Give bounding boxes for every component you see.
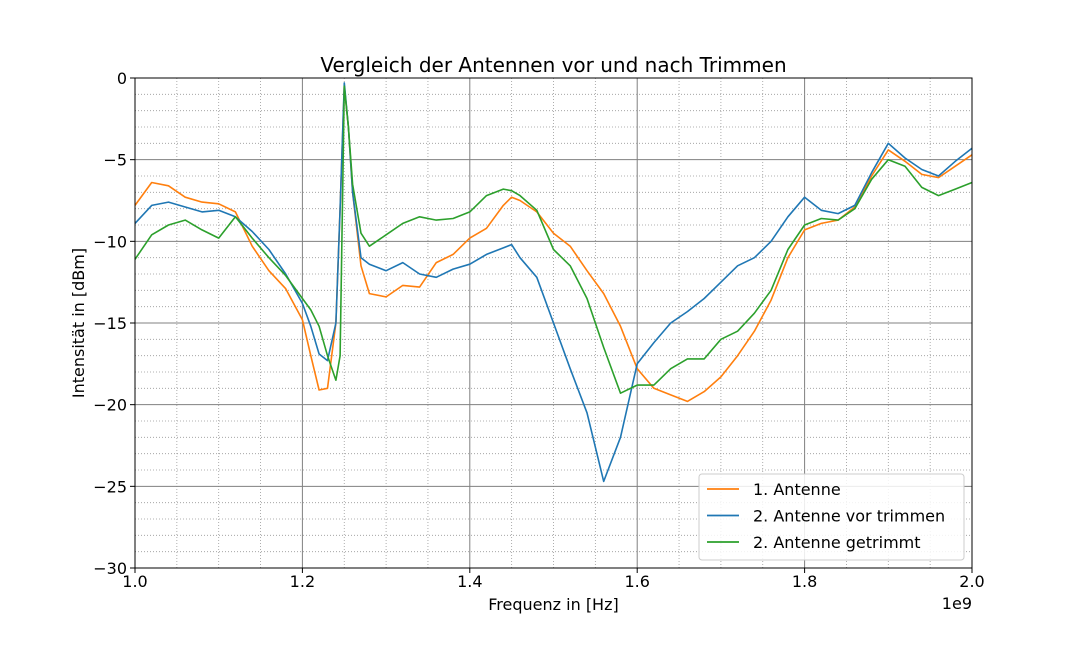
x-offset-label: 1e9 <box>942 594 972 613</box>
y-tick-label: −15 <box>93 314 127 333</box>
y-tick-label: −25 <box>93 477 127 496</box>
legend-box <box>698 473 965 561</box>
y-tick-label: −5 <box>103 151 127 170</box>
series-line-2 <box>134 82 973 483</box>
x-tick-label: 1.0 <box>122 572 147 591</box>
series-line-3 <box>134 85 973 395</box>
series-layer <box>134 82 973 483</box>
legend-label: 1. Antenne <box>753 480 841 499</box>
y-tick-label: −30 <box>93 559 127 578</box>
x-tick-label: 1.8 <box>792 572 817 591</box>
x-tick-label: 1.6 <box>624 572 649 591</box>
x-axis-label: Frequenz in [Hz] <box>488 595 618 614</box>
axis-ticks: 1.0 1.2 1.4 1.6 1.8 2.0 0 −5 −10 −15 −20 −25 −30 <box>93 69 984 591</box>
y-tick-label: −20 <box>93 396 127 415</box>
x-tick-label: 2.0 <box>959 572 984 591</box>
legend: 1. Antenne 2. Antenne vor trimmen 2. Anten… <box>698 473 965 561</box>
x-tick-label: 1.4 <box>457 572 482 591</box>
x-tick-label: 1.2 <box>290 572 315 591</box>
series-line-1 <box>134 85 973 403</box>
y-tick-label: 0 <box>117 69 127 88</box>
y-tick-label: −10 <box>93 232 127 251</box>
y-axis-label: Intensität in [dBm] <box>69 248 88 398</box>
legend-label: 2. Antenne vor trimmen <box>753 507 945 526</box>
legend-label: 2. Antenne getrimmt <box>753 533 921 552</box>
chart-title: Vergleich der Antennen vor und nach Trim… <box>320 53 786 77</box>
